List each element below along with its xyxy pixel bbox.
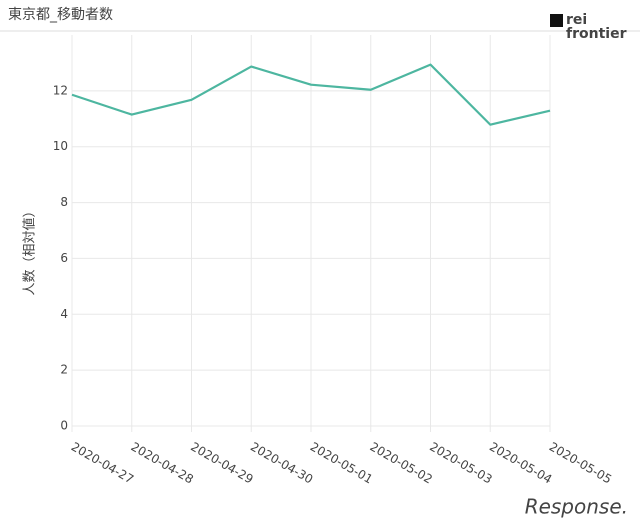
y-axis-label: 人数（相対値） [22, 204, 38, 295]
y-tick-label: 10 [53, 139, 68, 153]
y-tick-label: 0 [60, 419, 68, 433]
y-tick-label: 6 [60, 251, 68, 265]
y-tick-label: 2 [60, 363, 68, 377]
logo-text: rei [566, 12, 587, 28]
line-series [71, 63, 551, 126]
y-tick-label: 4 [60, 307, 68, 321]
y-tick-label: 8 [60, 195, 68, 209]
chart-title: 東京都_移動者数 [8, 7, 113, 23]
y-tick-label: 12 [53, 83, 68, 97]
logo-text: frontier [566, 26, 627, 42]
logo-icon [550, 14, 563, 27]
watermark: Response. [525, 495, 628, 519]
